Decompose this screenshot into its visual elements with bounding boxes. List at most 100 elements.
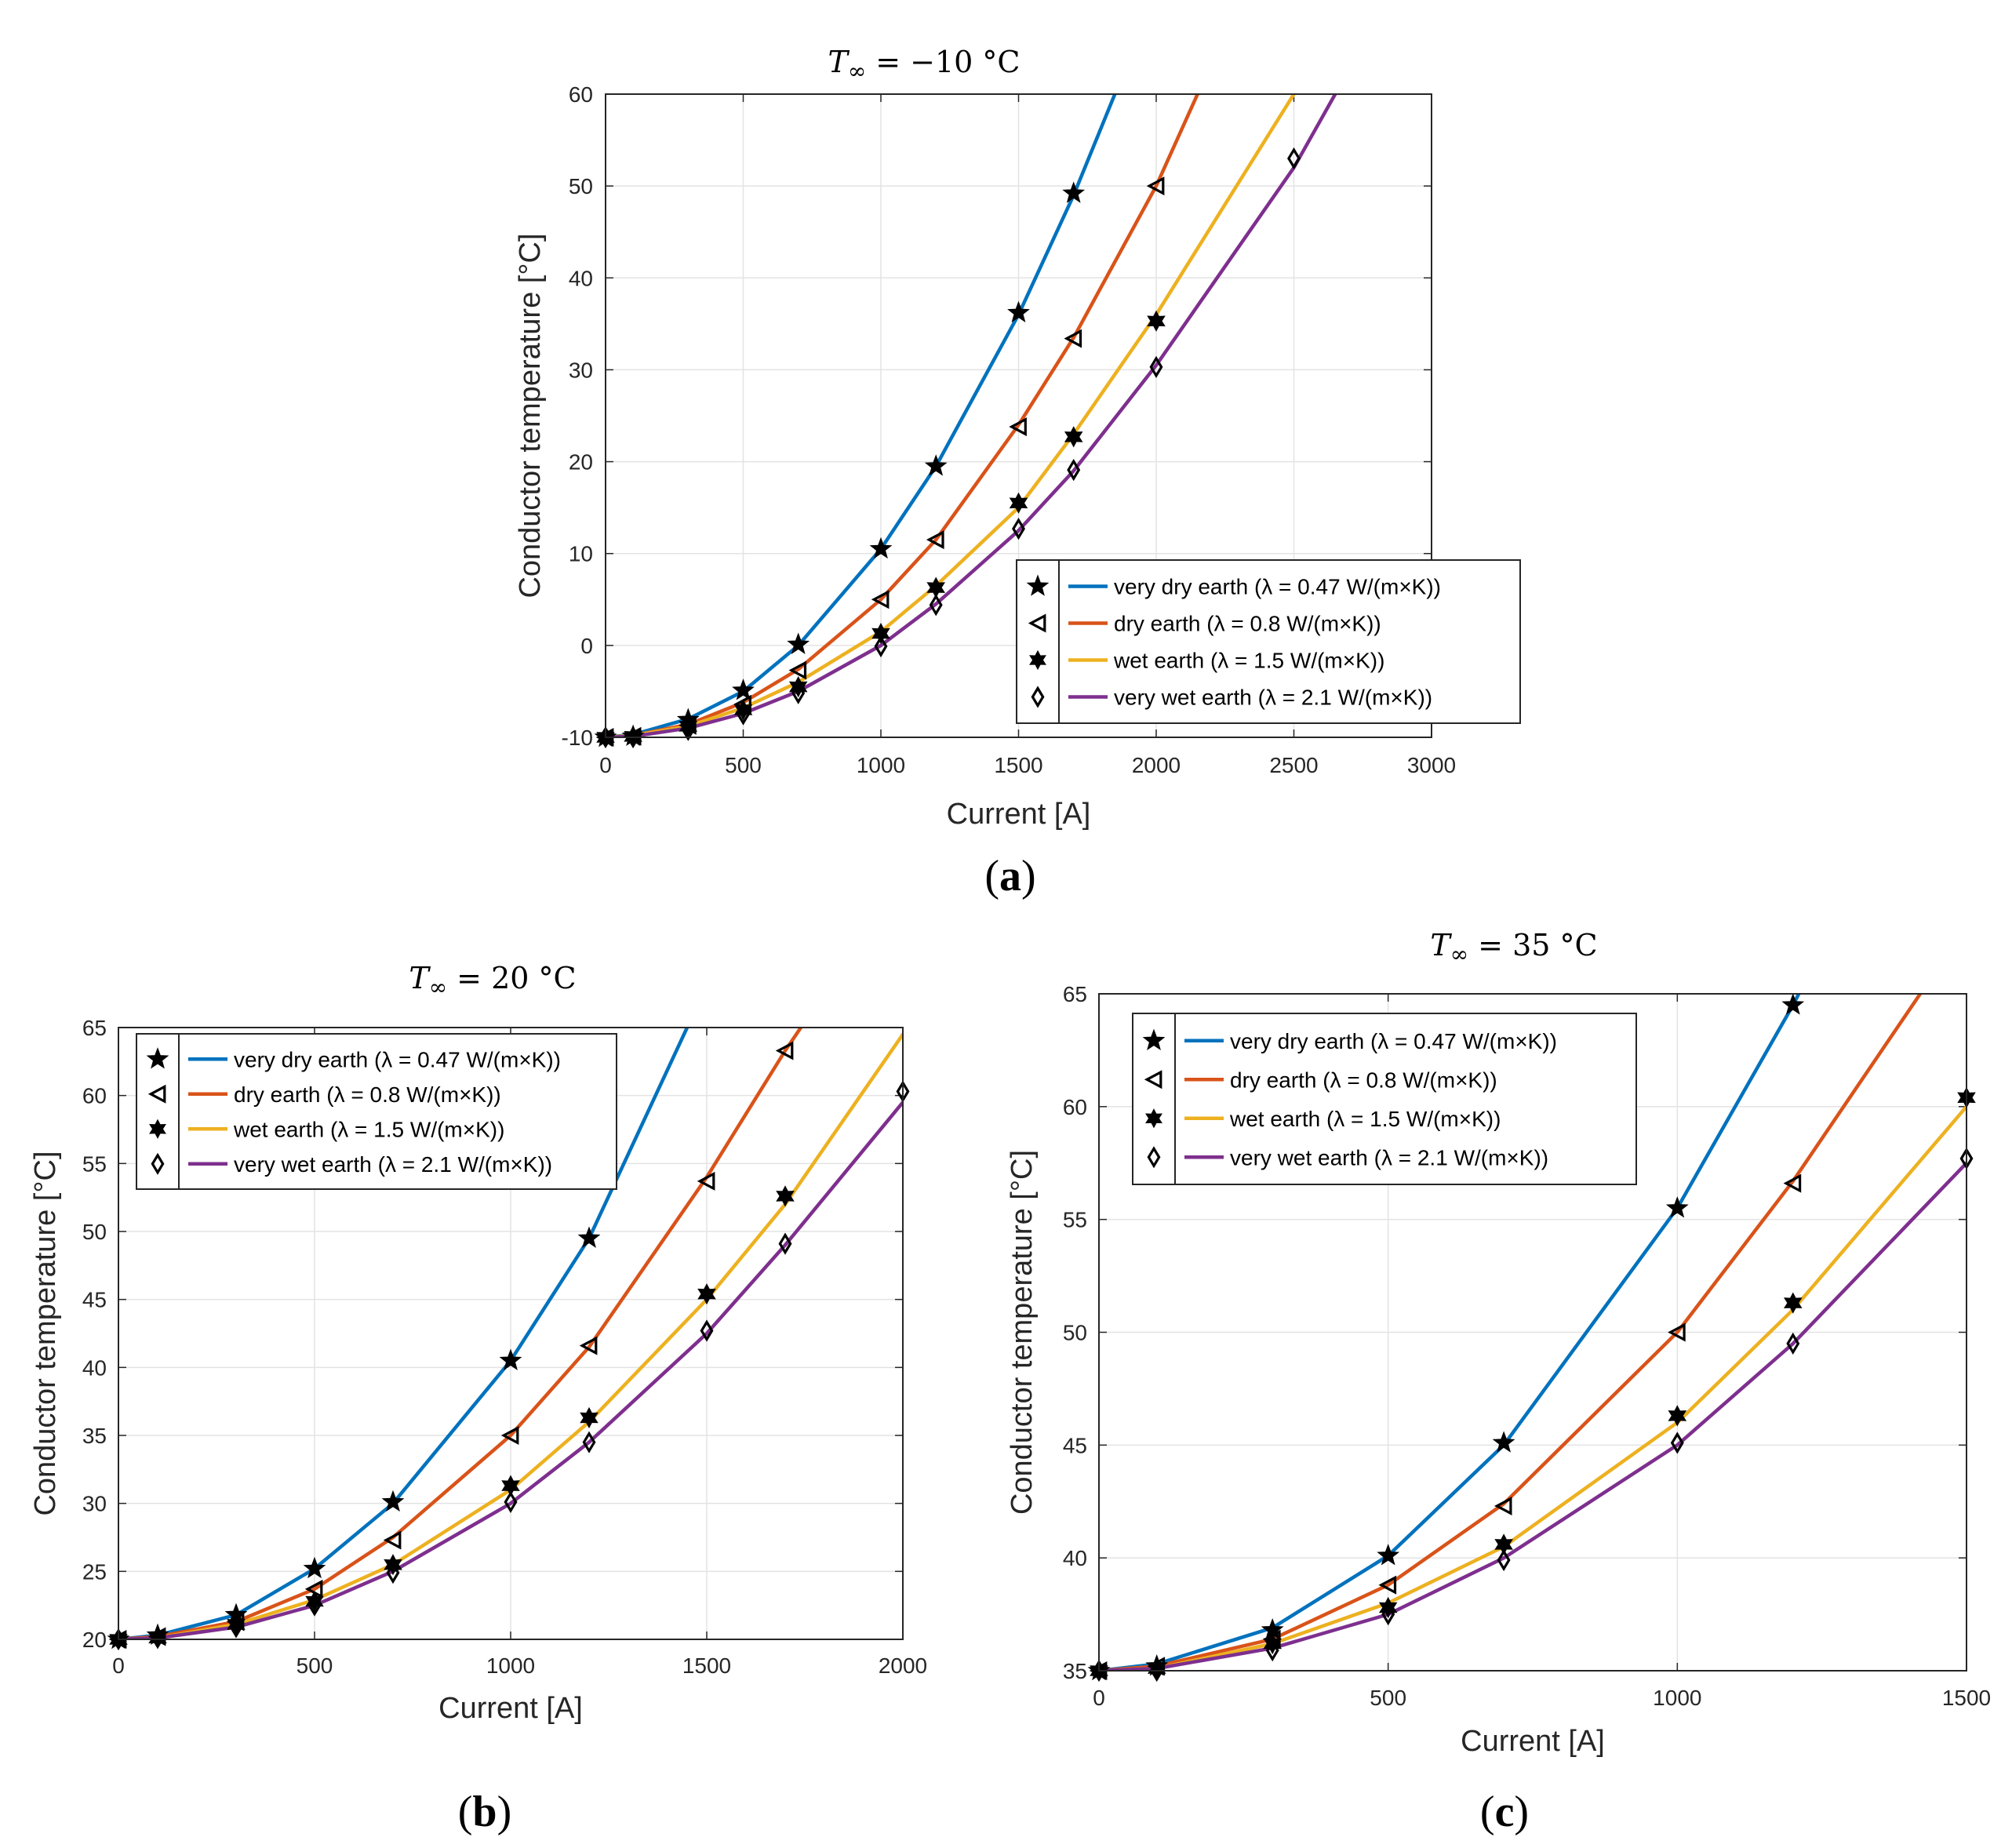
y-tick-label: 55: [1063, 1208, 1087, 1232]
y-tick-label: 50: [82, 1220, 107, 1244]
legend-entry: wet earth (λ = 1.5 W/(m×K)): [233, 1117, 504, 1141]
data-point: [1668, 1405, 1687, 1427]
legend-marker: [146, 1047, 169, 1069]
panel-caption: (b): [458, 1788, 511, 1836]
data-point: [1092, 1659, 1106, 1682]
x-tick-label: 0: [1093, 1686, 1105, 1710]
axes-box: [605, 93, 1432, 738]
data-point: [787, 632, 810, 654]
y-tick-label: 60: [569, 82, 593, 107]
title-value: = 35 °C: [1468, 928, 1598, 962]
data-point: [1786, 1332, 1800, 1355]
data-point: [1009, 417, 1027, 437]
data-point: [1665, 1196, 1689, 1218]
y-tick-label: 40: [1063, 1546, 1087, 1570]
title-subscript: ∞: [1450, 941, 1468, 967]
legend-entry: dry earth (λ = 0.8 W/(m×K)): [1114, 612, 1381, 636]
caption-open: (: [458, 1788, 473, 1836]
title-subscript: ∞: [848, 58, 866, 84]
y-tick-label: 35: [82, 1424, 107, 1448]
data-point: [1783, 1173, 1802, 1193]
data-point: [1009, 492, 1028, 514]
legend: very dry earth (λ = 0.47 W/(m×K)) dry ear…: [136, 1033, 617, 1190]
x-tick-label: 1000: [486, 1653, 535, 1678]
legend-marker: [1145, 1108, 1162, 1129]
legend-entry: very wet earth (λ = 2.1 W/(m×K)): [1230, 1145, 1548, 1170]
data-point: [776, 1185, 795, 1207]
legend: very dry earth (λ = 0.47 W/(m×K)) dry ear…: [1132, 1013, 1637, 1185]
x-axis-label: Current [A]: [438, 1692, 583, 1725]
legend-marker: [1144, 1070, 1162, 1090]
x-tick-label: 2000: [879, 1653, 927, 1678]
data-point: [381, 1490, 405, 1512]
data-point: [599, 726, 613, 749]
data-point: [1492, 1431, 1515, 1453]
chart-title: T∞ = 35 °C: [1430, 928, 1597, 967]
data-point: [681, 718, 695, 741]
series-line-3: [1099, 1161, 1967, 1671]
y-tick-label: 30: [82, 1492, 107, 1516]
data-point: [775, 1041, 794, 1060]
x-tick-label: 500: [725, 753, 762, 777]
data-point: [303, 1556, 326, 1579]
legend-marker: [1029, 649, 1046, 671]
chart-title: T∞ = 20 °C: [409, 961, 576, 1000]
chart-b: 0 500 1000 1500 2000 20 25 30 35 40 45 50 55 60 65 Curr…: [29, 961, 927, 1836]
panel-caption: (c): [1480, 1788, 1529, 1836]
data-point: [788, 660, 807, 680]
legend-entry: dry earth (λ = 0.8 W/(m×K)): [234, 1082, 501, 1107]
data-point: [778, 1232, 792, 1255]
data-point: [499, 1348, 522, 1370]
data-point: [1497, 1548, 1511, 1572]
title-symbol: T: [828, 45, 850, 79]
series-group: [118, 1028, 903, 1639]
data-point: [229, 1616, 243, 1639]
legend-marker: [1147, 1146, 1161, 1169]
data-point: [580, 1406, 599, 1429]
caption-close: ): [1514, 1788, 1529, 1836]
series-line-0: [1099, 994, 1801, 1671]
data-point: [1064, 329, 1082, 348]
data-point: [1377, 1544, 1400, 1566]
legend-entry: very dry earth (λ = 0.47 W/(m×K)): [1230, 1029, 1557, 1053]
legend-entry: wet earth (λ = 1.5 W/(m×K)): [1229, 1107, 1501, 1131]
data-point: [1012, 517, 1025, 540]
data-point: [1378, 1575, 1397, 1595]
data-point: [737, 703, 750, 726]
data-point: [1668, 1322, 1686, 1342]
data-point: [386, 1561, 400, 1584]
y-tick-label: 40: [82, 1355, 107, 1380]
y-tick-label: 60: [82, 1084, 107, 1108]
data-point: [874, 635, 888, 658]
y-axis-label: Conductor temperature [°C]: [1006, 1150, 1039, 1515]
caption-letter: a: [999, 852, 1021, 900]
data-point: [697, 1171, 715, 1191]
title-value: = −10 °C: [866, 45, 1020, 79]
series-line-3: [118, 1100, 903, 1639]
data-point: [1007, 300, 1030, 323]
y-tick-label: 10: [569, 542, 593, 566]
chart-a: 0 500 1000 1500 2000 2500 3000-100102030405060…: [514, 45, 1521, 900]
data-point: [1784, 1292, 1803, 1314]
y-tick-label: 60: [1063, 1095, 1087, 1119]
x-tick-label: 2500: [1269, 753, 1318, 777]
series-line-0: [118, 1028, 689, 1639]
caption-letter: c: [1495, 1788, 1515, 1836]
legend-entry: very wet earth (λ = 2.1 W/(m×K)): [234, 1152, 552, 1177]
series-line-3: [606, 94, 1337, 737]
caption-close: ): [1021, 852, 1036, 900]
x-tick-label: 0: [599, 753, 612, 777]
data-point: [504, 1490, 518, 1514]
y-tick-label: -10: [562, 726, 593, 750]
data-point: [500, 1425, 519, 1446]
data-point: [791, 682, 806, 704]
y-tick-label: 55: [82, 1151, 107, 1176]
data-point: [383, 1530, 402, 1550]
x-tick-label: 500: [1370, 1686, 1406, 1710]
data-point: [582, 1431, 596, 1453]
title-value: = 20 °C: [447, 961, 577, 995]
data-point: [579, 1336, 598, 1355]
data-point: [1287, 147, 1301, 170]
series-line-0: [606, 94, 1117, 737]
